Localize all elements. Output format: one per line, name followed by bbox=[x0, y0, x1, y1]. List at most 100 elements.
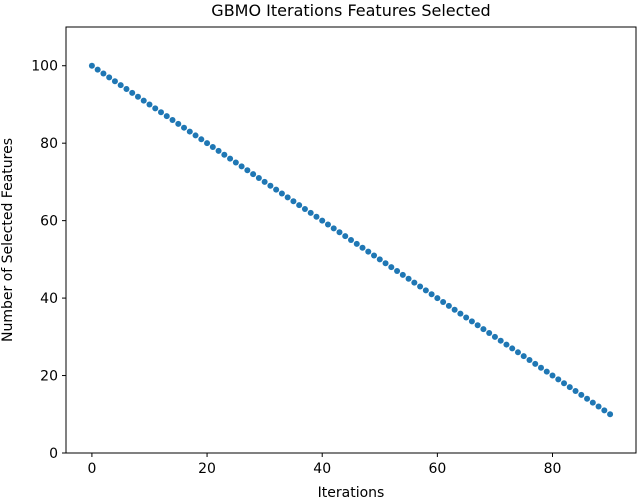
point bbox=[100, 70, 107, 77]
point bbox=[480, 326, 487, 333]
point bbox=[572, 388, 579, 395]
point bbox=[215, 147, 222, 154]
point bbox=[152, 105, 159, 112]
point bbox=[198, 136, 205, 143]
point bbox=[382, 260, 389, 267]
point bbox=[463, 314, 470, 321]
point bbox=[457, 310, 464, 317]
point bbox=[538, 364, 544, 371]
y-tick-label: 100 bbox=[31, 59, 58, 75]
point bbox=[399, 271, 406, 278]
point bbox=[468, 318, 475, 325]
point bbox=[324, 221, 331, 228]
point bbox=[313, 213, 320, 220]
point bbox=[169, 116, 176, 123]
plot-frame bbox=[65, 26, 637, 454]
point bbox=[186, 128, 193, 135]
x-tick-label: 0 bbox=[87, 461, 96, 477]
point bbox=[509, 345, 516, 352]
point bbox=[163, 113, 170, 120]
point bbox=[405, 275, 412, 282]
point bbox=[342, 233, 349, 240]
x-tick-label: 60 bbox=[428, 461, 446, 477]
point bbox=[595, 403, 602, 410]
point bbox=[359, 244, 366, 251]
point bbox=[123, 85, 130, 92]
point bbox=[181, 124, 188, 131]
point bbox=[417, 283, 424, 290]
point bbox=[146, 101, 153, 108]
point bbox=[561, 380, 568, 387]
x-tick-label: 80 bbox=[544, 461, 562, 477]
point bbox=[296, 202, 303, 209]
y-tick-label: 80 bbox=[40, 136, 58, 152]
point bbox=[134, 93, 141, 100]
point bbox=[422, 287, 429, 294]
point bbox=[267, 182, 274, 189]
y-tick-label: 60 bbox=[40, 214, 58, 230]
chart-title: GBMO Iterations Features Selected bbox=[211, 1, 490, 20]
y-axis-label: Number of Selected Features bbox=[0, 138, 16, 342]
point bbox=[88, 62, 95, 69]
x-axis-label: Iterations bbox=[318, 485, 385, 497]
point bbox=[158, 109, 164, 116]
point bbox=[601, 407, 608, 414]
point bbox=[238, 163, 245, 170]
point bbox=[589, 399, 596, 406]
point bbox=[555, 376, 562, 383]
point bbox=[514, 349, 521, 356]
point bbox=[388, 264, 395, 271]
y-tick-label: 20 bbox=[40, 369, 58, 385]
point bbox=[227, 155, 234, 162]
point bbox=[232, 159, 239, 166]
point bbox=[290, 198, 297, 205]
point bbox=[365, 248, 372, 255]
point bbox=[353, 240, 360, 247]
point bbox=[140, 97, 147, 104]
y-tick-label: 40 bbox=[40, 291, 58, 307]
point bbox=[192, 132, 199, 139]
point bbox=[111, 78, 118, 85]
y-tick-label: 0 bbox=[49, 446, 58, 462]
point bbox=[319, 217, 326, 224]
point bbox=[336, 229, 343, 236]
point bbox=[394, 267, 401, 274]
point bbox=[451, 306, 458, 313]
point bbox=[503, 341, 510, 348]
point bbox=[330, 225, 337, 232]
point bbox=[209, 144, 216, 151]
point bbox=[204, 140, 211, 147]
point bbox=[520, 353, 527, 360]
point bbox=[255, 175, 262, 182]
point bbox=[244, 167, 251, 174]
point bbox=[578, 391, 585, 398]
point bbox=[307, 209, 314, 216]
point bbox=[474, 322, 481, 329]
point bbox=[301, 206, 308, 213]
x-tick-label: 20 bbox=[198, 461, 216, 477]
point bbox=[566, 384, 573, 391]
point bbox=[284, 194, 291, 201]
point bbox=[376, 256, 383, 263]
point bbox=[411, 279, 418, 286]
point bbox=[434, 295, 441, 302]
point bbox=[175, 120, 182, 127]
point bbox=[94, 66, 101, 73]
point bbox=[607, 411, 614, 418]
point bbox=[221, 151, 228, 158]
point bbox=[428, 291, 435, 298]
point bbox=[348, 237, 354, 243]
point bbox=[549, 372, 556, 379]
point bbox=[278, 190, 285, 197]
point bbox=[486, 329, 493, 336]
point bbox=[440, 298, 447, 305]
point bbox=[497, 337, 504, 344]
point bbox=[371, 252, 378, 259]
point bbox=[117, 82, 124, 89]
point bbox=[445, 302, 452, 309]
point bbox=[129, 89, 136, 96]
point bbox=[543, 368, 550, 375]
point bbox=[106, 74, 113, 81]
point bbox=[532, 360, 539, 367]
